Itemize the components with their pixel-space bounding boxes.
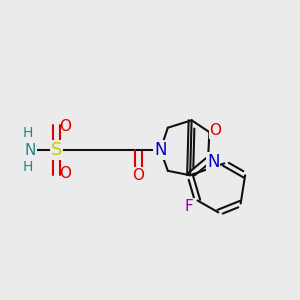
Text: O: O [209, 123, 221, 138]
Text: N: N [25, 142, 36, 158]
Text: O: O [132, 168, 144, 183]
Text: S: S [51, 141, 62, 159]
Text: O: O [59, 119, 71, 134]
Text: N: N [207, 153, 220, 171]
Text: F: F [184, 199, 193, 214]
Text: H: H [23, 160, 33, 174]
Text: H: H [23, 126, 33, 140]
Text: O: O [59, 166, 71, 181]
Text: N: N [154, 141, 167, 159]
